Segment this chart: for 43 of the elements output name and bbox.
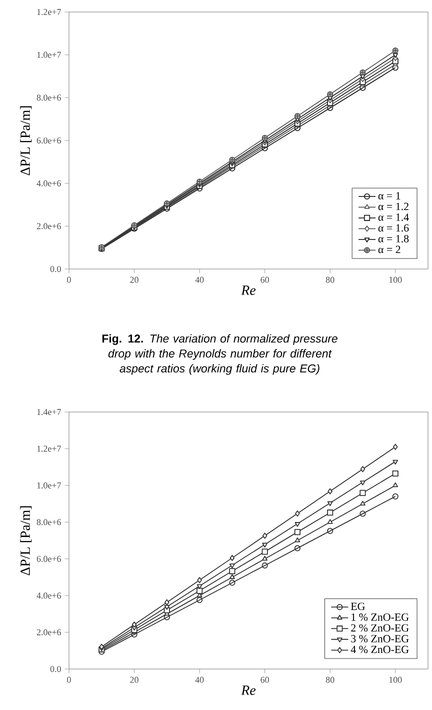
x-tick-label: 100 — [389, 276, 402, 283]
y-tick-label: 1.0e+7 — [37, 52, 61, 58]
y-tick-label: 1.2e+7 — [37, 8, 61, 16]
y-tick-label: 1.2e+7 — [37, 446, 61, 452]
legend-label: α = 1.8 — [378, 235, 409, 242]
legend-label: α = 2 — [378, 246, 400, 254]
legend-label: α = 1.4 — [378, 214, 409, 221]
y-tick-label: 4.0e+6 — [36, 180, 61, 186]
legend-label: 2 % ZnO-EG — [351, 624, 409, 632]
x-tick-label: 60 — [260, 676, 269, 683]
legend-label: EG — [350, 602, 365, 610]
x-tick-label: 0 — [67, 676, 71, 683]
y-tick-label: 4.0e+6 — [36, 592, 61, 599]
text: Fig. 12. The variation of normalized pressure drop with the Reynolds number for different aspect ratios (working fluid is pure EG) — [102, 334, 338, 375]
y-axis-title: ΔP/L [Pa/m] — [20, 106, 32, 176]
y-axis-title: ΔP/L [Pa/m] — [20, 506, 32, 576]
x-tick-label: 20 — [130, 676, 138, 683]
y-tick-label: 2.0e+6 — [36, 223, 61, 230]
legend-label: 3 % ZnO-EG — [351, 634, 409, 642]
legend-label: α = 1 — [378, 192, 400, 200]
x-tick-label: 100 — [389, 676, 402, 683]
y-tick-label: 8.0e+6 — [36, 519, 61, 526]
y-tick-label: 1.4e+7 — [37, 408, 61, 416]
y-tick-label: 0.0 — [50, 666, 61, 672]
legend-label: 4 % ZnO-EG — [350, 646, 409, 654]
x-tick-label: 60 — [260, 276, 269, 283]
legend-label: α = 1.6 — [378, 224, 409, 232]
x-tick-label: 40 — [195, 276, 204, 283]
x-axis-title: Re — [241, 686, 256, 695]
x-tick-label: 80 — [326, 276, 334, 283]
legend-label: α = 1.2 — [378, 202, 408, 210]
x-tick-label: 80 — [326, 676, 334, 683]
y-tick-label: 8.0e+6 — [36, 94, 61, 101]
legend-label: 1 % ZnO-EG — [352, 613, 409, 621]
x-axis-title: Re — [241, 286, 256, 295]
y-tick-label: 6.0e+6 — [36, 556, 61, 562]
y-tick-label: 1.0e+7 — [37, 482, 61, 488]
x-tick-label: 40 — [195, 676, 204, 683]
x-tick-label: 0 — [67, 276, 71, 283]
y-tick-label: 2.0e+6 — [36, 629, 61, 636]
x-tick-label: 20 — [130, 276, 138, 283]
y-tick-label: 6.0e+6 — [36, 137, 61, 144]
y-tick-label: 0.0 — [50, 266, 61, 272]
